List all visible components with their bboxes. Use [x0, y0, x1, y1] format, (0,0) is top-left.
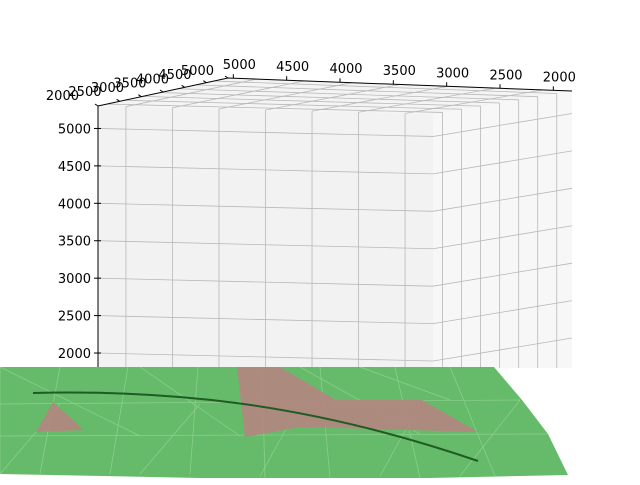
tick-label-vertical: 3000: [58, 272, 91, 287]
tick-label-vertical: 2000: [58, 347, 91, 362]
tick-label-vertical: 2500: [58, 310, 91, 325]
gridline-top-b: [178, 88, 519, 101]
surface-edge: [189, 366, 199, 475]
gridline-top-b: [195, 84, 538, 98]
axis-back-line: [227, 77, 573, 92]
gridline-right-h: [432, 337, 573, 362]
gridline-top-a: [218, 82, 353, 110]
gridline-top-a: [405, 89, 544, 114]
gridline-top-b: [213, 80, 557, 94]
axis-ticks: [94, 74, 554, 354]
grid-lines: [97, 78, 573, 368]
gridline-top-b: [124, 99, 462, 110]
tick-label-vertical: 4000: [58, 197, 91, 212]
gridline-top-a: [265, 84, 401, 111]
gridline-top-b: [106, 103, 443, 113]
tick-label-front: 2000: [543, 70, 576, 85]
tick-label-side: 3000: [91, 81, 124, 96]
surface-edge: [139, 366, 241, 437]
gridline-top-a: [311, 85, 448, 112]
gridline-right-h: [432, 225, 573, 250]
gridline-top-a: [125, 78, 257, 108]
tick-side: [181, 84, 185, 88]
surface-edge: [0, 366, 141, 437]
gridline-top-a: [358, 87, 496, 113]
tick-label-side: 5000: [181, 64, 214, 79]
tick-side: [138, 94, 142, 98]
surface-edge: [139, 403, 201, 475]
gridline-right-h: [432, 187, 573, 212]
tick-label-vertical: 3500: [58, 235, 91, 250]
pane-right: [433, 91, 572, 368]
tick-label-front: 3000: [436, 66, 469, 81]
surface-edge: [0, 433, 549, 437]
tick-label-front: 4000: [329, 62, 362, 77]
surface-edge: [449, 366, 496, 477]
tick-side: [94, 103, 99, 107]
tick-label-vertical: 4500: [58, 160, 91, 175]
tick-side: [203, 80, 207, 84]
tick-side: [116, 98, 120, 102]
tick-label-side: 4500: [158, 68, 191, 83]
tick-side: [159, 89, 164, 93]
gridline-right-h: [432, 113, 573, 137]
gridline-top-a: [172, 80, 305, 109]
tick-label-front: 4500: [276, 60, 309, 75]
surface-patch-small: [36, 402, 84, 432]
gridline-right-h: [432, 300, 573, 324]
gridline-right-h: [432, 150, 573, 175]
tick-label-side: 2500: [68, 85, 101, 100]
gridline-right-h: [432, 262, 573, 287]
tick-label-side: 2000: [46, 89, 79, 104]
tick-label-front: 2500: [489, 68, 522, 83]
gridline-top-b: [160, 92, 500, 104]
tick-side: [224, 75, 229, 79]
tick-label-vertical: 5000: [58, 122, 91, 137]
surface-patch-large: [237, 367, 478, 437]
tick-label-front: 5000: [223, 58, 256, 73]
surface-edge: [459, 399, 521, 477]
surface-edge: [359, 366, 451, 401]
tick-label-side: 3500: [113, 77, 146, 92]
surface-curve: [32, 391, 479, 462]
surface-mesh: [0, 366, 568, 479]
gridline-top-b: [142, 96, 481, 107]
axis-panes: [98, 78, 572, 368]
tick-label-front: 3500: [383, 64, 416, 79]
surface-edge: [109, 366, 129, 475]
tick-label-side: 4000: [136, 72, 169, 87]
